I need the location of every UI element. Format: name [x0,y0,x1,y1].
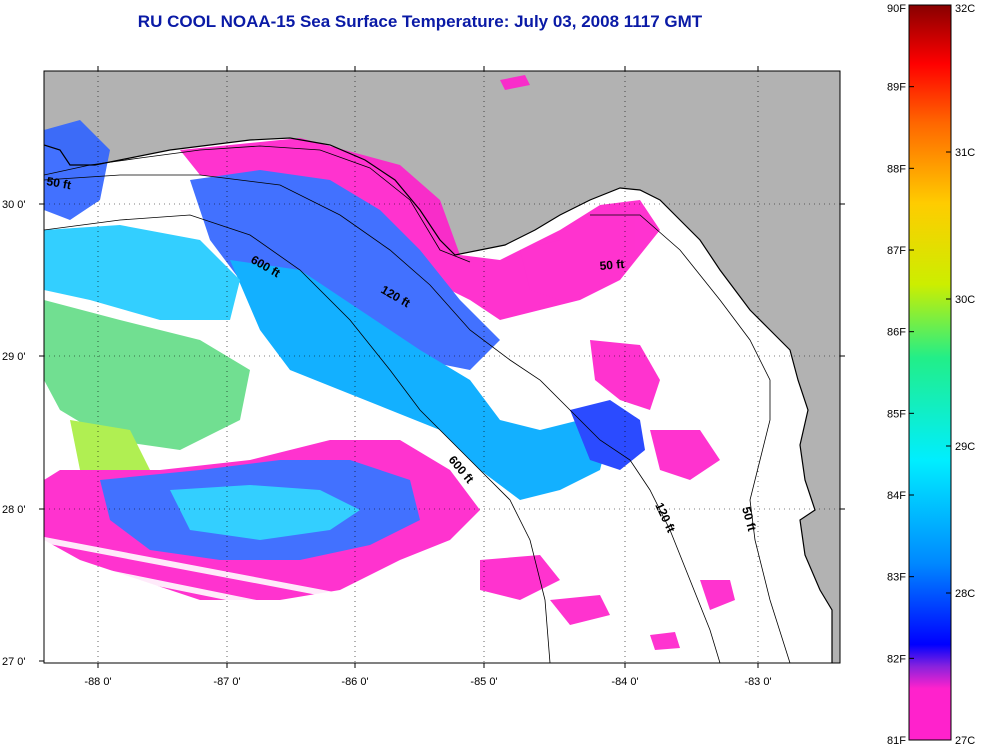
lat-label-28: 28 0' [2,504,26,516]
land-region [44,71,840,663]
lon-label-86: -86 0' [341,676,368,688]
colorbar-fahrenheit-label: 89F [887,82,906,94]
sst-data-layer [44,75,735,663]
lon-label-83: -83 0' [744,676,771,688]
colorbar-celsius-label: 29C [955,441,975,453]
axis-ticks [39,66,845,668]
colorbar-fahrenheit-label: 87F [887,245,906,257]
lat-label-29: 29 0' [2,351,26,363]
colorbar-fahrenheit-label: 84F [887,490,906,502]
colorbar-fahrenheit-label: 83F [887,572,906,584]
isobath-50ft [44,145,791,663]
colorbar-celsius-label: 32C [955,3,975,15]
colorbar-fahrenheit-label: 85F [887,408,906,420]
lon-label-88: -88 0' [84,676,111,688]
isobath-120ft [44,174,721,663]
lon-label-87: -87 0' [213,676,240,688]
colorbar-fahrenheit-label: 82F [887,653,906,665]
graticule [44,71,840,663]
colorbar-celsius-label: 28C [955,588,975,600]
colorbar-celsius-label: 30C [955,294,975,306]
colorbar-fahrenheit-label: 90F [887,3,906,15]
plot-frame [43,70,841,664]
contour-label-50ft-east: 50 ft [599,257,625,273]
contour-label-50ft-west: 50 ft [45,174,72,192]
lat-label-27: 27 0' [2,656,26,668]
contour-label-50ft-south: 50 ft [739,505,759,532]
colorbar [908,4,952,741]
coastline [44,137,833,663]
isobath-600ft [44,214,551,663]
colorbar-celsius-label: 31C [955,147,975,159]
colorbar-fahrenheit-label: 88F [887,163,906,175]
colorbar-fahrenheit-label: 86F [887,327,906,339]
colorbar-fahrenheit-label: 81F [887,735,906,747]
map-title: RU COOL NOAA-15 Sea Surface Temperature:… [137,12,703,31]
lon-label-85: -85 0' [470,676,497,688]
lon-label-84: -84 0' [611,676,638,688]
colorbar-celsius-label: 27C [955,735,975,747]
lat-label-30: 30 0' [2,199,26,211]
